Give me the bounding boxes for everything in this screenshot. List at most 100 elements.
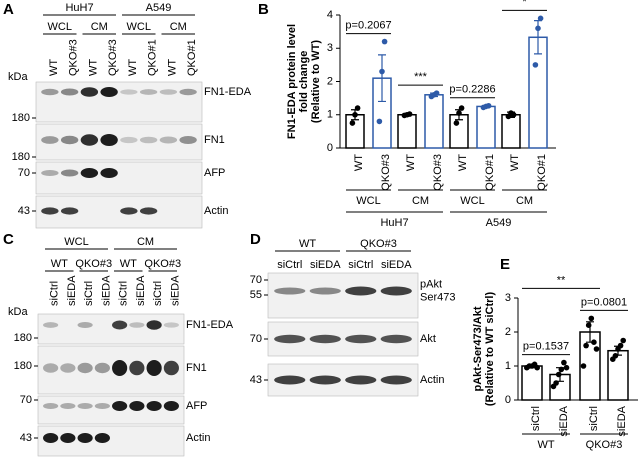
panel-label: E (500, 256, 510, 273)
blot-strip (37, 313, 185, 345)
blot-band (380, 375, 412, 385)
size-marker: 70 (20, 394, 32, 406)
bar (476, 105, 496, 149)
size-marker: 180 (12, 151, 30, 163)
lane-label: WT (48, 59, 60, 76)
blot-label: AFP (186, 400, 207, 412)
blot-band (100, 87, 118, 97)
y-axis-title: (Relative to WT) (310, 40, 322, 123)
panel-label: D (250, 231, 261, 248)
blot-band (60, 403, 76, 409)
blot-strip (37, 425, 185, 457)
group-label: QKO#3 (586, 439, 623, 451)
data-point (433, 90, 440, 96)
blot-band (163, 322, 179, 328)
comparison-label: *** (414, 71, 428, 83)
x-tick-label: siEDA (616, 405, 628, 436)
group-label: WCL (127, 21, 151, 33)
group-label: CM (412, 195, 429, 207)
blot-band (43, 322, 59, 328)
group-label: WT (537, 439, 554, 451)
blot-band (380, 286, 412, 296)
blot-band (120, 89, 138, 95)
blot-label: Akt (420, 333, 436, 345)
blot-band (274, 334, 306, 344)
blot-band (139, 136, 158, 144)
blot-label: AFP (204, 167, 225, 179)
blot-band (146, 401, 162, 411)
data-point (354, 105, 361, 111)
blot-band (41, 207, 59, 215)
group-label: WCL (64, 236, 88, 248)
y-axis-title: fold change (298, 51, 310, 113)
blot-band (94, 433, 110, 443)
lane-label: siCtrl (83, 281, 95, 306)
error-bar (378, 54, 386, 103)
blot-strip (37, 345, 185, 395)
blot-band (163, 360, 179, 376)
panel-label: C (3, 231, 14, 248)
data-point (563, 364, 570, 371)
y-tick-label: 2 (327, 75, 333, 87)
x-tick-label: QKO#1 (536, 154, 548, 191)
size-marker: 180 (14, 360, 32, 372)
data-point (485, 102, 492, 109)
lane-label: siCtrl (277, 259, 302, 271)
y-tick-label: 1 (505, 360, 511, 372)
blot-label: Ser473 (420, 291, 455, 303)
blot-band (159, 136, 178, 144)
data-point (620, 337, 626, 344)
blot-band (41, 170, 59, 176)
blot-band (60, 135, 79, 145)
data-point (617, 342, 624, 349)
blot-band (179, 88, 197, 96)
blot-band (380, 334, 412, 344)
blot-band (43, 433, 59, 443)
comparison-label: p=0.2067 (345, 20, 391, 32)
data-point (612, 353, 619, 359)
x-tick-label: siEDA (558, 405, 570, 436)
data-point (537, 15, 544, 22)
y-tick-label: 2 (505, 326, 511, 338)
data-point (553, 380, 559, 386)
group-label: WT (51, 258, 68, 270)
bar (521, 365, 543, 401)
group-label: A549 (486, 217, 512, 229)
y-tick-label: 1 (327, 109, 333, 121)
blot-band (77, 433, 93, 443)
blot-band (120, 207, 138, 215)
size-marker: 55 (250, 289, 262, 301)
x-tick-label: siCtrl (588, 406, 600, 431)
lane-label: WT (127, 59, 139, 76)
blot-band (94, 362, 110, 374)
y-tick-label: 0 (505, 394, 511, 406)
comparison-label: * (522, 0, 527, 8)
blot-band (274, 287, 306, 295)
blot-label: pAkt (420, 278, 442, 290)
data-point (381, 38, 388, 45)
blot-label: FN1 (204, 134, 225, 146)
data-point (349, 120, 356, 126)
blot-band (112, 320, 128, 330)
lane-label: WT (87, 59, 99, 76)
lane-label: QKO#3 (68, 39, 80, 76)
blot-strip (35, 123, 203, 161)
y-axis-title: (Relative to WT siCtrl) (484, 292, 496, 407)
blot-band (129, 360, 145, 376)
comparison-label: p=0.2286 (449, 84, 495, 96)
data-point (585, 322, 592, 329)
blot-band (60, 363, 76, 373)
blot-band (274, 375, 306, 385)
unit-label: kDa (8, 71, 28, 83)
lane-label: siEDA (135, 275, 147, 306)
blot-band (309, 375, 341, 385)
y-tick-label: 3 (505, 292, 511, 304)
blot-band (120, 136, 138, 144)
data-point (456, 110, 462, 116)
blot-band (139, 207, 158, 215)
blot-band (345, 286, 377, 296)
group-label: A549 (146, 2, 172, 14)
blot-band (43, 403, 59, 409)
size-marker: 70 (250, 274, 262, 286)
